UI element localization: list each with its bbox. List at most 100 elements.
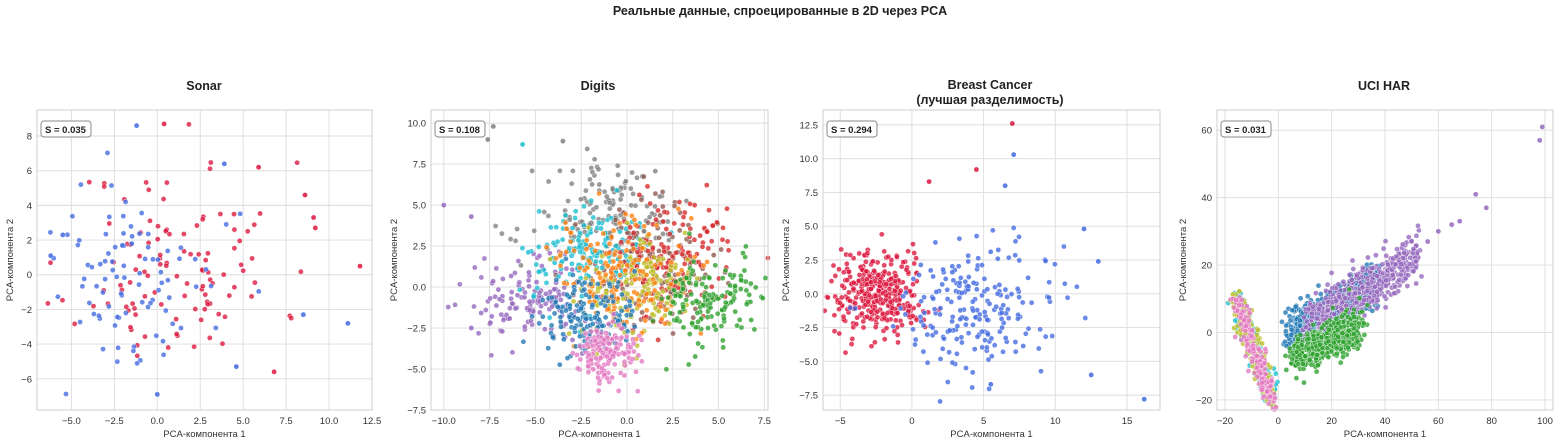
data-point: [1333, 315, 1340, 322]
data-point: [661, 209, 668, 215]
data-point: [120, 213, 127, 219]
data-point: [653, 222, 660, 229]
data-point: [1424, 238, 1431, 245]
data-point: [996, 282, 1003, 288]
data-point: [850, 285, 857, 292]
data-point: [624, 291, 631, 297]
data-point: [606, 250, 612, 256]
data-point: [199, 283, 206, 290]
data-point: [1241, 317, 1247, 323]
data-point: [652, 190, 659, 197]
data-point: [853, 321, 860, 327]
data-point: [248, 293, 255, 300]
data-point: [974, 286, 980, 293]
data-point: [1418, 273, 1425, 280]
score-text: S = 0.035: [45, 125, 87, 136]
data-point: [673, 249, 679, 256]
data-point: [251, 221, 258, 228]
data-point: [488, 313, 495, 320]
data-point: [886, 286, 893, 292]
data-point: [1037, 326, 1043, 333]
data-point: [641, 260, 648, 267]
data-point: [846, 289, 852, 296]
data-point: [1082, 315, 1089, 321]
data-point: [205, 250, 211, 257]
data-point: [911, 250, 918, 256]
data-point: [740, 250, 746, 256]
data-point: [585, 224, 592, 231]
data-point: [142, 333, 148, 340]
data-point: [722, 304, 729, 311]
data-point: [516, 279, 523, 286]
data-point: [136, 253, 143, 259]
data-point: [995, 247, 1002, 253]
data-point: [628, 280, 635, 287]
y-tick-label: 7.5: [413, 160, 426, 171]
data-point: [617, 228, 623, 235]
data-point: [165, 277, 171, 284]
data-point: [583, 315, 590, 322]
data-point: [999, 309, 1005, 316]
data-point: [456, 281, 463, 288]
data-point: [669, 253, 676, 260]
data-point: [1413, 280, 1419, 287]
score-annotation: S = 0.035: [40, 120, 92, 138]
data-point: [722, 299, 729, 306]
data-point: [1340, 354, 1346, 360]
data-point: [512, 237, 519, 244]
y-tick-label: −4: [21, 340, 32, 351]
data-point: [652, 262, 658, 269]
data-point: [667, 310, 674, 317]
data-point: [868, 343, 875, 350]
data-point: [652, 203, 658, 210]
data-point: [545, 345, 552, 352]
data-point: [840, 313, 847, 320]
data-point: [1002, 335, 1009, 341]
data-point: [1257, 370, 1264, 377]
data-point: [238, 261, 244, 268]
data-point: [909, 313, 916, 319]
data-point: [1016, 294, 1022, 300]
score-annotation: S = 0.294: [826, 120, 878, 138]
data-point: [607, 205, 613, 212]
data-point: [1248, 333, 1255, 339]
data-point: [1239, 297, 1245, 303]
data-point: [720, 224, 726, 231]
data-point: [222, 313, 228, 320]
score-text: S = 0.108: [439, 125, 480, 136]
data-point: [979, 344, 986, 351]
data-point: [487, 295, 494, 302]
data-point: [559, 236, 566, 243]
data-point: [657, 260, 664, 267]
data-point: [628, 312, 634, 318]
data-point: [583, 237, 590, 243]
data-point: [624, 328, 631, 335]
data-point: [1273, 404, 1279, 411]
data-point: [184, 280, 190, 287]
data-point: [636, 192, 643, 198]
data-point: [526, 298, 533, 305]
data-point: [848, 341, 855, 347]
data-point: [536, 244, 542, 250]
data-point: [649, 311, 656, 318]
data-point: [675, 206, 682, 212]
data-point: [500, 276, 506, 282]
x-axis-label: PCA-компонента 1: [163, 429, 245, 440]
data-point: [892, 278, 898, 284]
data-point: [944, 286, 951, 293]
data-point: [608, 269, 615, 276]
data-point: [657, 303, 664, 310]
data-point: [956, 235, 963, 242]
data-point: [618, 307, 625, 314]
panel-2: −10.0 −7.5 −5.0 −2.5 0.0 2.5 5.0 7.5−7.5−5.0−2.…: [389, 79, 771, 440]
data-point: [680, 285, 686, 292]
data-point: [1315, 282, 1322, 289]
data-point: [1279, 318, 1285, 325]
data-point: [727, 271, 733, 278]
data-point: [599, 265, 605, 271]
data-point: [1254, 364, 1260, 371]
data-point: [830, 262, 837, 269]
data-point: [675, 271, 682, 277]
data-point: [850, 279, 857, 286]
data-point: [101, 183, 107, 190]
